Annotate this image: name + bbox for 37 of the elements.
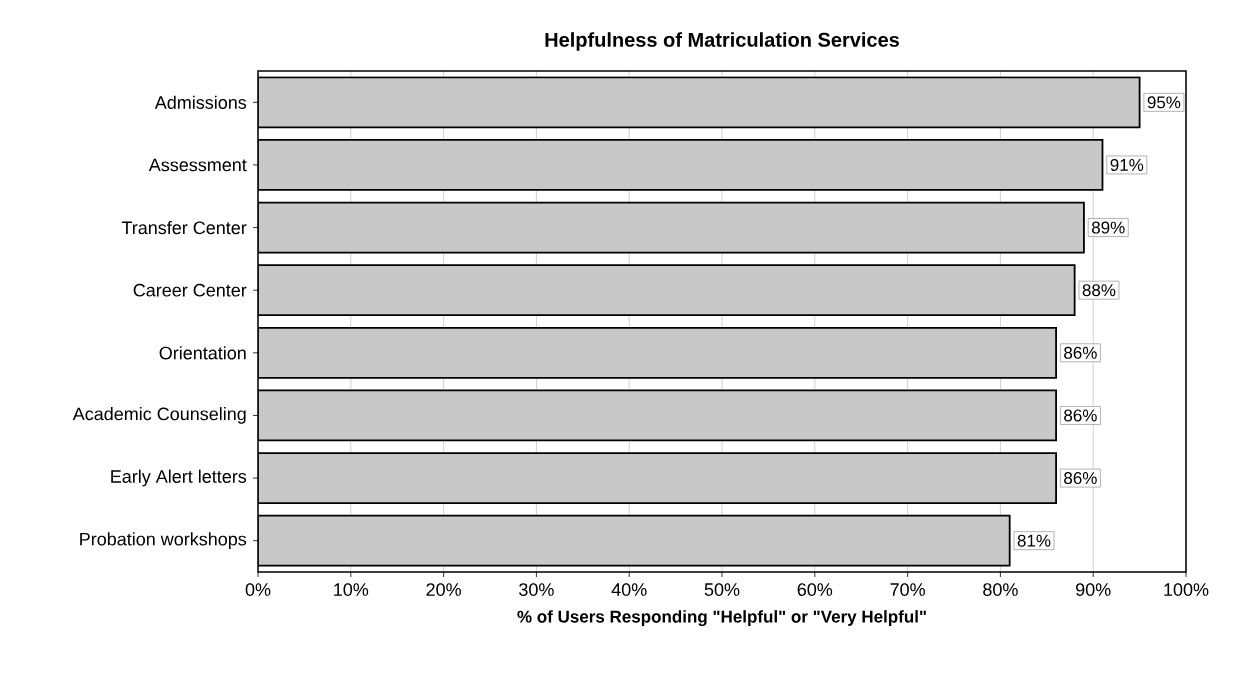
bar: [258, 264, 1076, 317]
data-label: 95%: [1147, 96, 1181, 109]
y-tick-label: Career Center: [133, 283, 247, 297]
data-label: 91%: [1110, 158, 1144, 171]
y-tick-label: Transfer Center: [121, 220, 247, 235]
data-label: 86%: [1064, 409, 1097, 422]
y-tick-label: Academic Counseling: [72, 407, 246, 424]
bar: [258, 139, 1104, 191]
data-label: 88%: [1082, 284, 1116, 297]
x-tick-label: 10%: [334, 583, 369, 596]
bar: [258, 389, 1057, 442]
x-tick-label: 0%: [245, 583, 271, 596]
x-tick-label: 70%: [890, 583, 925, 596]
bar: [258, 514, 1011, 567]
bar: [258, 452, 1057, 504]
y-tick-label: Orientation: [159, 346, 246, 360]
data-label: 81%: [1017, 534, 1051, 547]
x-axis-title: % of Users Responding "Helpful" or "Very Helpful": [517, 610, 926, 627]
bar: [258, 201, 1085, 254]
y-tick-label: Admissions: [154, 95, 247, 109]
bar: [258, 326, 1057, 379]
chart-title: Helpfulness of Matriculation Services: [545, 32, 899, 51]
data-label: 86%: [1064, 472, 1097, 485]
data-label: 89%: [1091, 221, 1125, 234]
x-tick-label: 30%: [519, 583, 554, 596]
x-tick-label: 100%: [1164, 583, 1209, 596]
y-tick-label: Assessment: [148, 158, 247, 172]
x-tick-label: 90%: [1076, 583, 1111, 596]
bar: [258, 76, 1141, 129]
x-tick-label: 20%: [426, 583, 461, 596]
data-label: 86%: [1064, 346, 1097, 359]
x-tick-label: 40%: [611, 583, 647, 596]
y-tick-label: Early Alert letters: [111, 469, 247, 487]
x-tick-label: 80%: [983, 583, 1018, 596]
y-tick-label: Probation workshops: [80, 532, 247, 550]
x-tick-label: 60%: [797, 583, 833, 596]
x-tick-label: 50%: [704, 583, 740, 596]
